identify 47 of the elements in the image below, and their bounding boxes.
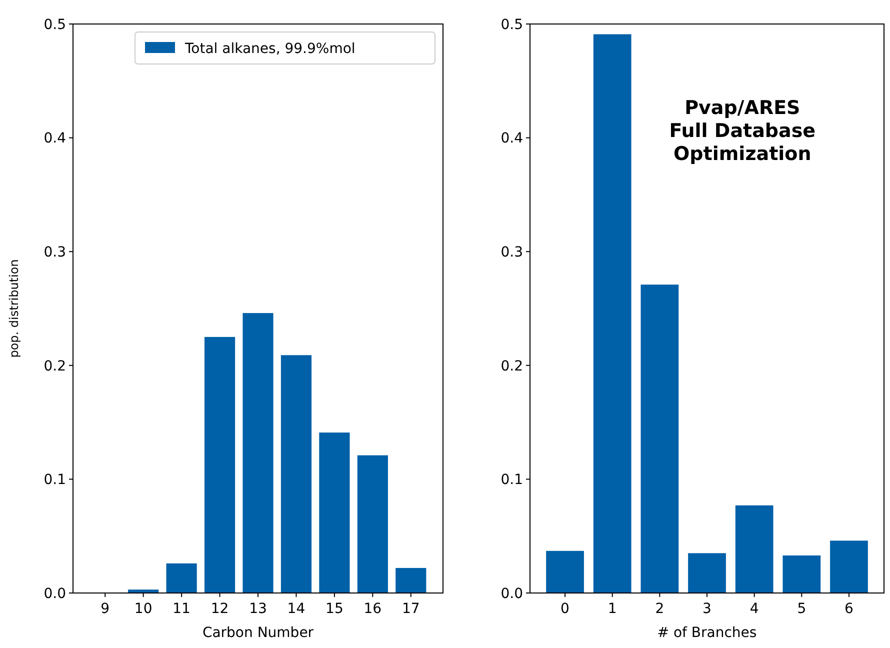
legend-label: Total alkanes, 99.9%mol: [184, 40, 356, 57]
x-tick-label: 16: [364, 601, 382, 617]
x-tick-label: 10: [134, 601, 152, 617]
bar: [204, 336, 236, 593]
y-tick-label: 0.2: [44, 358, 66, 374]
y-axis-title: pop. distribution: [7, 259, 21, 358]
bar: [640, 284, 679, 593]
y-tick-label: 0.1: [500, 472, 523, 488]
x-tick-label: 1: [608, 601, 617, 617]
bar: [242, 313, 274, 593]
y-tick-label: 0.5: [44, 16, 66, 33]
y-tick-label: 0.4: [500, 130, 524, 147]
y-tick-label: 0.3: [44, 244, 66, 260]
bar: [357, 455, 388, 593]
x-tick-label: 6: [844, 601, 854, 617]
x-tick-label: 13: [249, 601, 267, 617]
y-tick-label: 0.1: [44, 472, 66, 488]
bar: [319, 432, 350, 593]
x-tick-label: 3: [702, 601, 712, 617]
bar: [830, 540, 868, 593]
x-tick-label: 12: [210, 601, 229, 617]
x-tick-label: 9: [100, 601, 110, 617]
x-tick-label: 0: [560, 601, 570, 617]
x-axis-title: Carbon Number: [202, 625, 314, 641]
x-tick-label: 2: [655, 601, 664, 617]
x-tick-label: 4: [750, 601, 759, 617]
bar: [280, 355, 312, 593]
x-tick-label: 5: [797, 601, 806, 617]
bar: [593, 34, 632, 593]
x-axis-title: # of Branches: [657, 625, 757, 641]
bar: [735, 505, 774, 593]
bar: [782, 555, 821, 593]
bar: [546, 550, 584, 593]
bar: [688, 553, 726, 593]
x-tick-label: 14: [287, 601, 306, 617]
x-tick-label: 11: [172, 601, 190, 617]
x-tick-label: 15: [326, 601, 344, 617]
bar: [396, 568, 426, 593]
x-tick-label: 17: [402, 601, 420, 617]
y-tick-label: 0.0: [500, 586, 523, 602]
y-tick-label: 0.5: [500, 16, 523, 33]
y-tick-label: 0.0: [44, 586, 66, 602]
y-tick-label: 0.4: [44, 130, 66, 147]
y-tick-label: 0.2: [500, 358, 523, 374]
y-tick-label: 0.3: [500, 244, 523, 260]
bar: [166, 563, 197, 593]
annotation: Pvap/ARES Full Database Optimization: [669, 97, 816, 165]
